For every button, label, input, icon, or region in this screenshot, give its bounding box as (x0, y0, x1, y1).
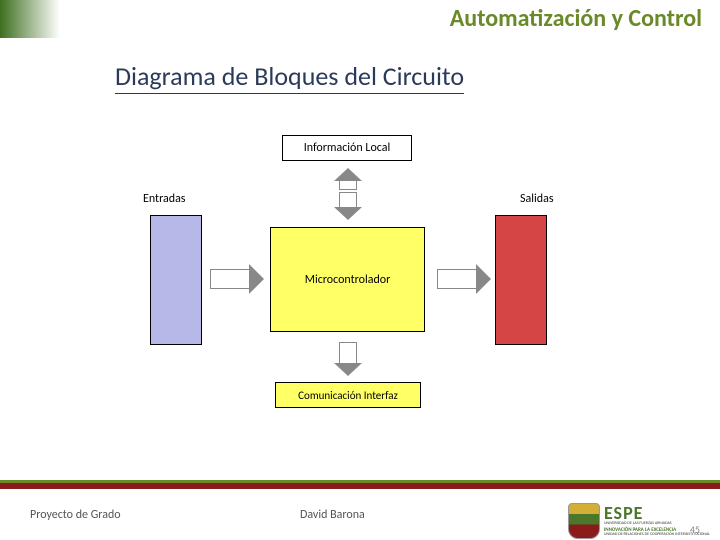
node-salidas (495, 215, 547, 345)
footer: Proyecto de Grado David Barona ESPE UNIV… (0, 480, 720, 540)
block-diagram: Entradas Salidas Información Local Micro… (95, 120, 625, 440)
header-gradient (0, 0, 60, 38)
node-info-local: Información Local (282, 135, 412, 161)
arrow-micro-comm (335, 342, 361, 376)
arrow-info-micro-down (335, 192, 361, 220)
logo-brand: ESPE (604, 504, 710, 522)
header-bar: Automatización y Control (0, 0, 720, 38)
footer-content: Proyecto de Grado David Barona ESPE UNIV… (0, 489, 720, 540)
page-number: 45 (690, 523, 700, 536)
footer-project: Proyecto de Grado (30, 508, 121, 522)
shield-icon (568, 503, 600, 539)
node-entradas (150, 215, 202, 345)
arrow-entradas-micro (210, 265, 264, 293)
node-comunicacion: Comunicación Interfaz (275, 382, 421, 408)
node-microcontrolador: Microcontrolador (270, 227, 425, 332)
arrow-info-micro-up (335, 168, 361, 190)
label-salidas: Salidas (520, 192, 554, 206)
page-subtitle: Diagrama de Bloques del Circuito (115, 60, 464, 94)
footer-author: David Barona (300, 508, 365, 522)
label-entradas: Entradas (143, 192, 186, 206)
espe-logo: ESPE UNIVERSIDAD DE LAS FUERZAS ARMADAS … (568, 503, 710, 539)
arrow-micro-salidas (437, 265, 491, 293)
header-title: Automatización y Control (450, 4, 702, 33)
